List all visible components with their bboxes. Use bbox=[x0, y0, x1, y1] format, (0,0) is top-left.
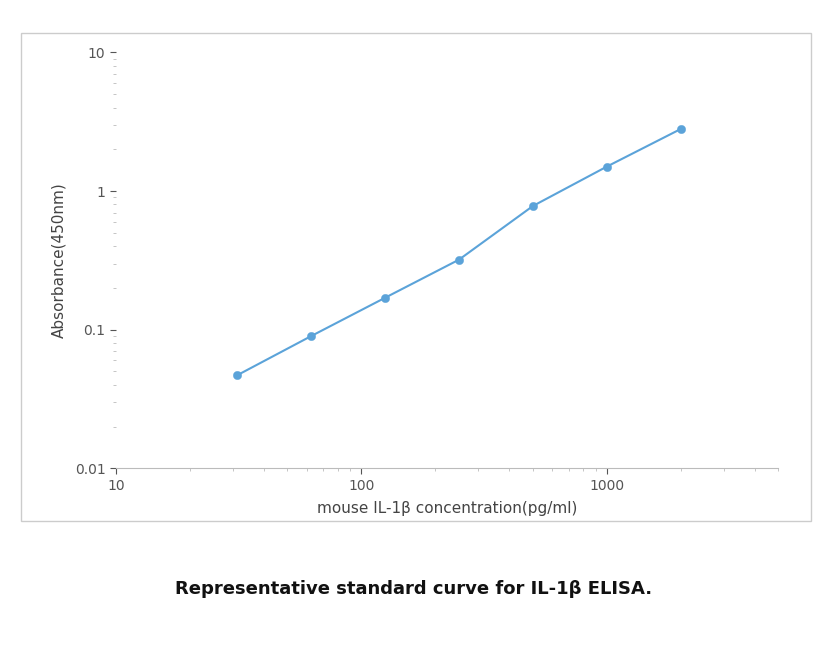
Y-axis label: Absorbance(450nm): Absorbance(450nm) bbox=[51, 183, 66, 338]
Text: Representative standard curve for IL-1β ELISA.: Representative standard curve for IL-1β … bbox=[175, 580, 652, 599]
X-axis label: mouse IL-1β concentration(pg/ml): mouse IL-1β concentration(pg/ml) bbox=[317, 501, 576, 516]
